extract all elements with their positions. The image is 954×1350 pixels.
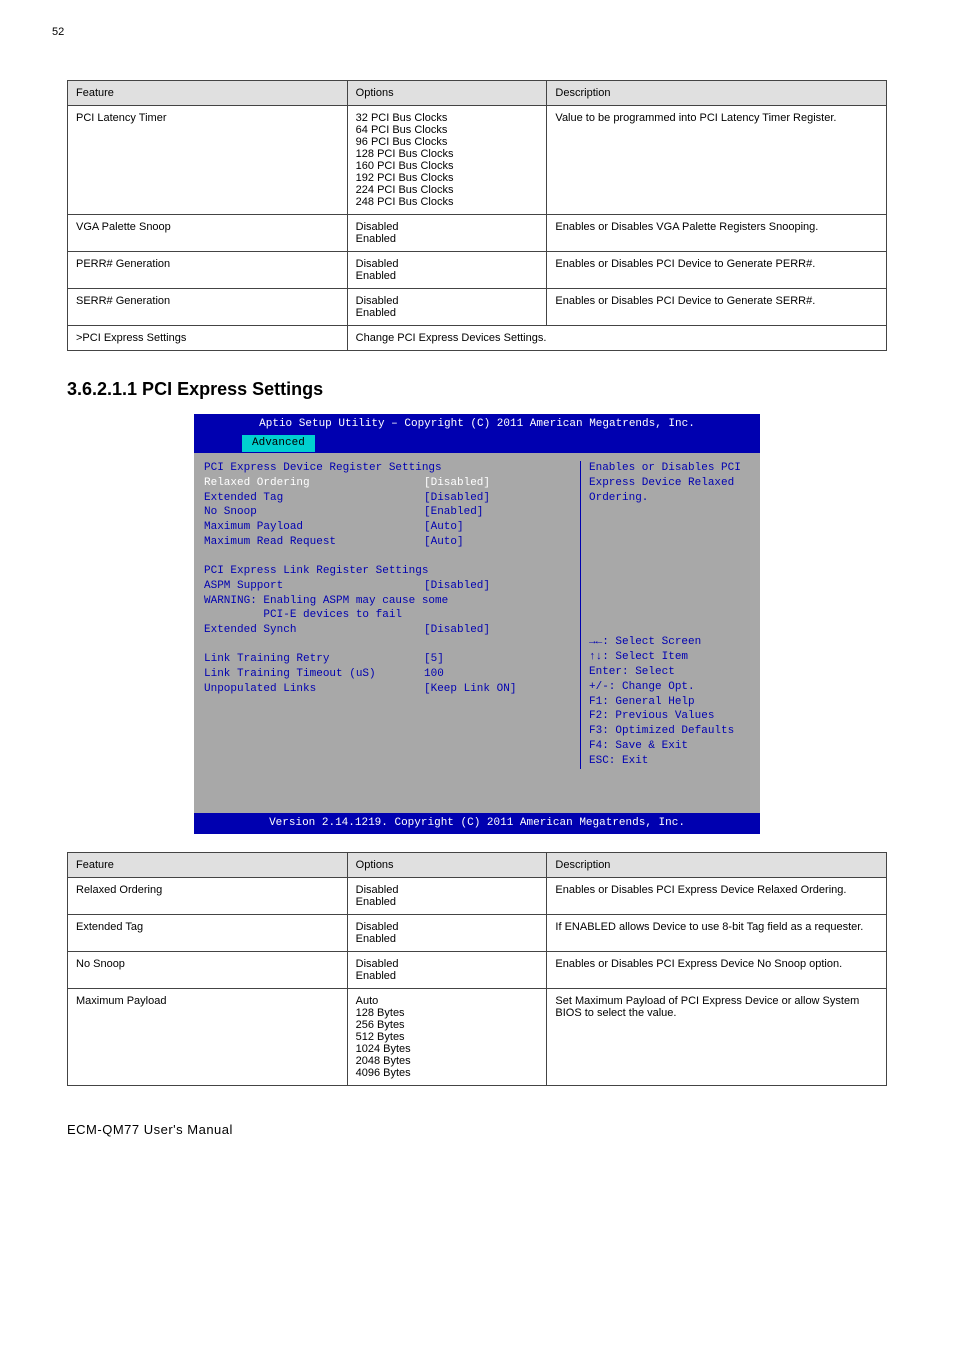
bios-tab-bar: Advanced — [194, 435, 760, 453]
bios-label: Maximum Payload — [204, 520, 424, 535]
spec-table-1: Feature Options Description PCI Latency … — [67, 80, 887, 351]
cell: Disabled Enabled — [347, 877, 547, 914]
th-feature: Feature — [68, 852, 348, 877]
bios-item-description: Enables or Disables PCI Express Device R… — [589, 461, 750, 506]
bios-row[interactable]: Link Training Retry [5] — [204, 652, 580, 667]
th-description: Description — [547, 852, 887, 877]
bios-section-header: PCI Express Device Register Settings — [204, 461, 580, 476]
bios-value: [Disabled] — [424, 491, 564, 506]
table-row: Relaxed Ordering Disabled Enabled Enable… — [68, 877, 887, 914]
cell: Disabled Enabled — [347, 914, 547, 951]
bios-label: Extended Synch — [204, 623, 424, 638]
bios-warning: WARNING: Enabling ASPM may cause some PC… — [204, 594, 580, 624]
bios-value: [Disabled] — [424, 476, 564, 491]
bios-value: [Disabled] — [424, 579, 564, 594]
bios-left-pane: PCI Express Device Register Settings Rel… — [204, 461, 580, 769]
cell: Relaxed Ordering — [68, 877, 348, 914]
bios-row[interactable]: Unpopulated Links [Keep Link ON] — [204, 682, 580, 697]
bios-value: [Auto] — [424, 535, 564, 550]
table-row: SERR# Generation Disabled Enabled Enable… — [68, 289, 887, 326]
bios-right-pane: Enables or Disables PCI Express Device R… — [580, 461, 750, 769]
bios-value: [5] — [424, 652, 564, 667]
bios-body: PCI Express Device Register Settings Rel… — [194, 453, 760, 813]
cell: Disabled Enabled — [347, 215, 547, 252]
table-row: No Snoop Disabled Enabled Enables or Dis… — [68, 951, 887, 988]
cell: If ENABLED allows Device to use 8-bit Ta… — [547, 914, 887, 951]
cell: Enables or Disables PCI Device to Genera… — [547, 252, 887, 289]
bios-section-header: PCI Express Link Register Settings — [204, 564, 580, 579]
bios-row[interactable]: Relaxed Ordering [Disabled] — [204, 476, 580, 491]
bios-row[interactable]: Maximum Payload [Auto] — [204, 520, 580, 535]
footer-brand: ECM-QM77 User's Manual — [67, 1122, 887, 1137]
cell: Enables or Disables VGA Palette Register… — [547, 215, 887, 252]
bios-header: Aptio Setup Utility – Copyright (C) 2011… — [194, 414, 760, 435]
bios-row[interactable]: Link Training Timeout (uS) 100 — [204, 667, 580, 682]
table-row: Maximum Payload Auto 128 Bytes 256 Bytes… — [68, 988, 887, 1085]
cell: Disabled Enabled — [347, 252, 547, 289]
bios-label: Extended Tag — [204, 491, 424, 506]
table-row: >PCI Express Settings Change PCI Express… — [68, 326, 887, 351]
table-row: PERR# Generation Disabled Enabled Enable… — [68, 252, 887, 289]
bios-value: [Keep Link ON] — [424, 682, 564, 697]
th-options: Options — [347, 852, 547, 877]
table-row: Extended Tag Disabled Enabled If ENABLED… — [68, 914, 887, 951]
cell: Extended Tag — [68, 914, 348, 951]
bios-label: Link Training Timeout (uS) — [204, 667, 424, 682]
bios-label: Unpopulated Links — [204, 682, 424, 697]
bios-label: Relaxed Ordering — [204, 476, 424, 491]
table-header-row: Feature Options Description — [68, 852, 887, 877]
cell: VGA Palette Snoop — [68, 215, 348, 252]
bios-row[interactable]: ASPM Support [Disabled] — [204, 579, 580, 594]
cell: Enables or Disables PCI Express Device R… — [547, 877, 887, 914]
table-row: VGA Palette Snoop Disabled Enabled Enabl… — [68, 215, 887, 252]
cell: Disabled Enabled — [347, 951, 547, 988]
cell: Disabled Enabled — [347, 289, 547, 326]
cell: Value to be programmed into PCI Latency … — [547, 106, 887, 215]
bios-screenshot: Aptio Setup Utility – Copyright (C) 2011… — [194, 414, 760, 834]
th-feature: Feature — [68, 81, 348, 106]
cell: PCI Latency Timer — [68, 106, 348, 215]
cell: Maximum Payload — [68, 988, 348, 1085]
bios-value: [Auto] — [424, 520, 564, 535]
bios-label: Maximum Read Request — [204, 535, 424, 550]
cell: No Snoop — [68, 951, 348, 988]
bios-value: [Enabled] — [424, 505, 564, 520]
bios-row[interactable]: Maximum Read Request [Auto] — [204, 535, 580, 550]
bios-help-keys: →←: Select Screen ↑↓: Select Item Enter:… — [589, 635, 750, 769]
bios-label: Link Training Retry — [204, 652, 424, 667]
section-heading: 3.6.2.1.1 PCI Express Settings — [67, 379, 887, 400]
bios-window: Aptio Setup Utility – Copyright (C) 2011… — [194, 414, 760, 834]
th-options: Options — [347, 81, 547, 106]
page-number: 52 — [52, 26, 64, 38]
th-description: Description — [547, 81, 887, 106]
bios-row[interactable]: Extended Synch [Disabled] — [204, 623, 580, 638]
table-row: PCI Latency Timer 32 PCI Bus Clocks 64 P… — [68, 106, 887, 215]
spec-table-2: Feature Options Description Relaxed Orde… — [67, 852, 887, 1086]
cell: Set Maximum Payload of PCI Express Devic… — [547, 988, 887, 1085]
bios-tab-advanced[interactable]: Advanced — [242, 435, 315, 452]
cell: Change PCI Express Devices Settings. — [347, 326, 886, 351]
bios-row[interactable]: Extended Tag [Disabled] — [204, 491, 580, 506]
cell: 32 PCI Bus Clocks 64 PCI Bus Clocks 96 P… — [347, 106, 547, 215]
bios-footer: Version 2.14.1219. Copyright (C) 2011 Am… — [194, 813, 760, 834]
bios-value: [Disabled] — [424, 623, 564, 638]
bios-label: ASPM Support — [204, 579, 424, 594]
bios-row[interactable]: No Snoop [Enabled] — [204, 505, 580, 520]
cell: >PCI Express Settings — [68, 326, 348, 351]
cell: Auto 128 Bytes 256 Bytes 512 Bytes 1024 … — [347, 988, 547, 1085]
cell: Enables or Disables PCI Express Device N… — [547, 951, 887, 988]
cell: PERR# Generation — [68, 252, 348, 289]
cell: Enables or Disables PCI Device to Genera… — [547, 289, 887, 326]
cell: SERR# Generation — [68, 289, 348, 326]
bios-value: 100 — [424, 667, 564, 682]
bios-label: No Snoop — [204, 505, 424, 520]
table-header-row: Feature Options Description — [68, 81, 887, 106]
